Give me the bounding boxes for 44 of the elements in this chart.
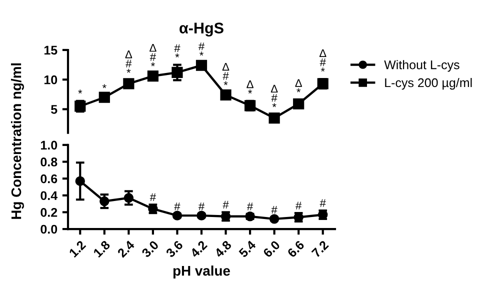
- annotation: # *: [198, 42, 205, 56]
- annotation: Δ # *: [150, 44, 156, 66]
- legend-label: L-cys 200 µg/ml: [385, 78, 472, 90]
- x-tick-label: 1.8: [92, 240, 111, 258]
- y-tick-label: 0.2: [40, 208, 58, 217]
- annotation: #: [296, 202, 302, 210]
- annotation: Δ *: [295, 79, 302, 92]
- chart-title: α-HgS: [180, 22, 224, 37]
- annotation: #: [174, 202, 180, 210]
- y-axis-title: Hg Concentration ng/ml: [10, 63, 24, 219]
- y-tick-label: 0.8: [40, 158, 58, 166]
- annotation: Δ # *: [270, 84, 278, 108]
- annotation: Δ *: [246, 80, 254, 94]
- annotation: #: [247, 202, 254, 210]
- annotation: Δ # *: [319, 49, 326, 72]
- annotation: Δ # *: [125, 50, 132, 73]
- y-tick-label: 0.4: [40, 191, 58, 200]
- y-tick-label: 0.6: [40, 174, 58, 184]
- annotation: #: [222, 200, 229, 209]
- x-tick-label: 2.4: [116, 240, 136, 258]
- y-tick-label: 15: [44, 46, 58, 55]
- annotation: #: [320, 199, 326, 207]
- x-tick-label: 6.6: [286, 240, 305, 258]
- x-tick-label: 4.2: [190, 240, 208, 258]
- annotation: #: [150, 193, 156, 201]
- annotation: #: [271, 206, 278, 214]
- legend-label: Without L-cys: [384, 60, 460, 72]
- annotation: *: [78, 90, 82, 94]
- x-tick-label: 6.0: [262, 240, 280, 258]
- x-tick-label: 5.4: [238, 240, 256, 258]
- x-tick-label: 3.0: [141, 240, 160, 258]
- x-tick-label: 3.6: [165, 240, 184, 258]
- y-tick-label: 0.0: [40, 224, 58, 234]
- x-tick-label: 7.2: [311, 240, 329, 258]
- annotation: #: [198, 202, 205, 210]
- annotation: # *: [174, 44, 180, 58]
- x-axis-title: pH value: [173, 266, 230, 278]
- x-tick-label: 4.8: [214, 240, 232, 258]
- annotation: *: [102, 84, 106, 88]
- y-tick-label: 1.0: [40, 140, 58, 150]
- y-tick-label: 10: [44, 75, 58, 84]
- x-tick-label: 1.2: [68, 240, 86, 258]
- annotation: Δ # *: [222, 62, 230, 86]
- y-tick-label: 5: [51, 105, 58, 114]
